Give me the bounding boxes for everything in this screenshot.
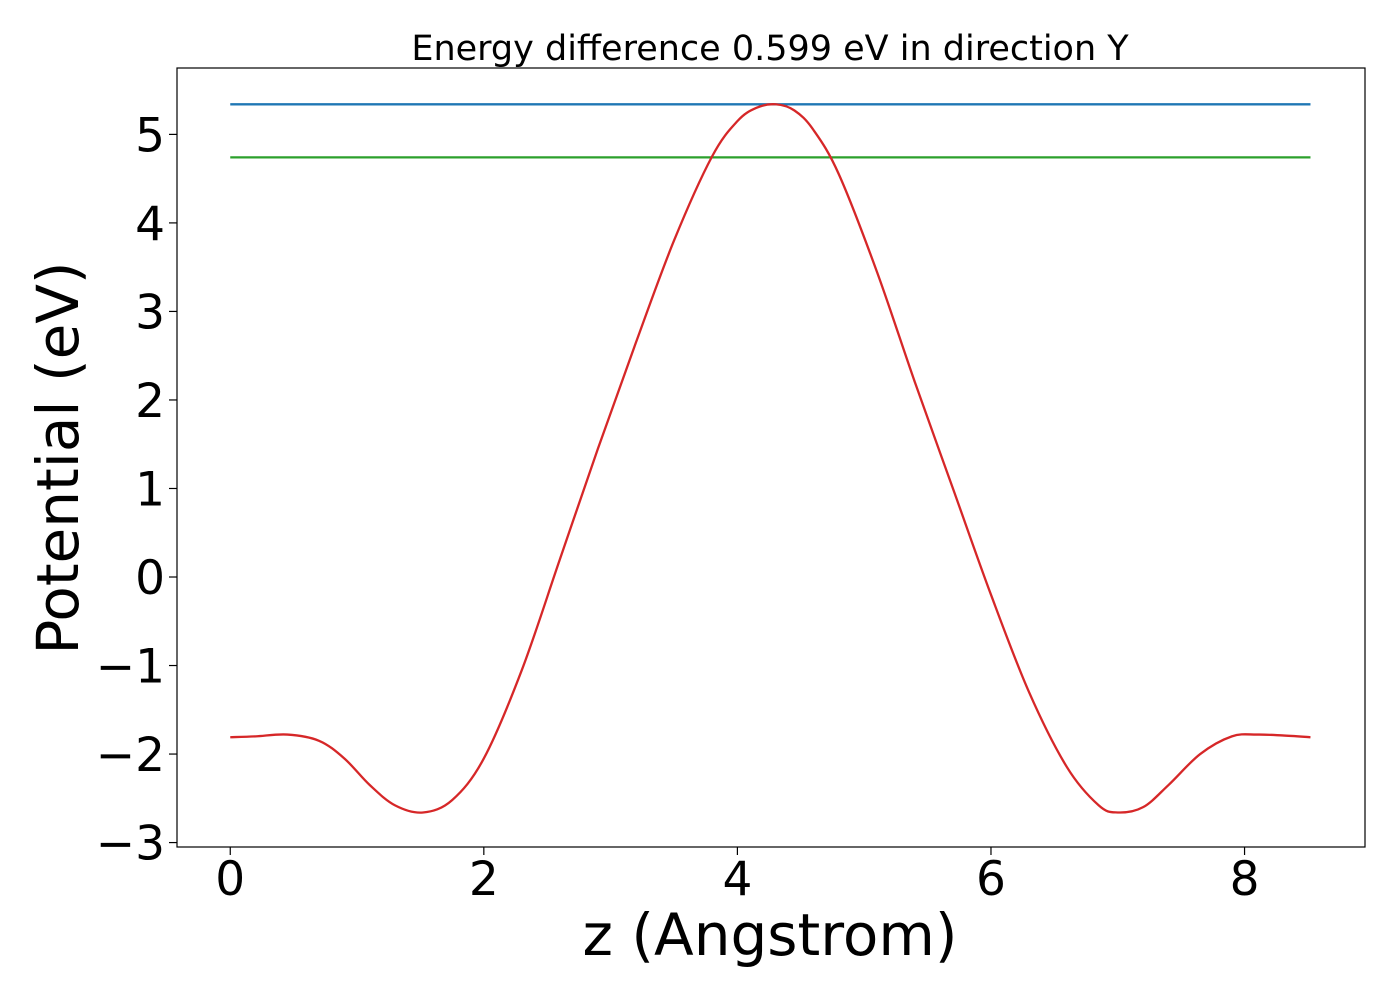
x-tick-label: 2 bbox=[469, 852, 499, 907]
y-axis-label: Potential (eV) bbox=[24, 261, 92, 654]
y-tick-label: −3 bbox=[96, 817, 165, 872]
x-tick-label: 4 bbox=[722, 852, 752, 907]
y-tick-label: 3 bbox=[135, 285, 165, 340]
y-tick-label: 2 bbox=[135, 374, 165, 429]
y-tick-label: 4 bbox=[135, 197, 165, 252]
axes: 0 2 4 6 8 −3 −2 −1 0 1 2 3 4 5 bbox=[96, 108, 1260, 907]
x-tick-label: 6 bbox=[976, 852, 1006, 907]
y-tick-label: 5 bbox=[135, 108, 165, 163]
y-tick-label: −1 bbox=[96, 640, 165, 695]
y-tick-label: 0 bbox=[135, 551, 165, 606]
y-tick-label: 1 bbox=[135, 462, 165, 517]
series-layer bbox=[230, 103, 1311, 814]
x-axis-label: z (Angstrom) bbox=[583, 901, 958, 969]
x-tick-label: 8 bbox=[1230, 852, 1260, 907]
x-tick-label: 0 bbox=[215, 852, 245, 907]
chart-title: Energy difference 0.599 eV in direction … bbox=[411, 29, 1129, 69]
plot-area bbox=[176, 67, 1366, 848]
y-tick-label: −2 bbox=[96, 728, 165, 783]
series-line-3 bbox=[230, 103, 1311, 814]
